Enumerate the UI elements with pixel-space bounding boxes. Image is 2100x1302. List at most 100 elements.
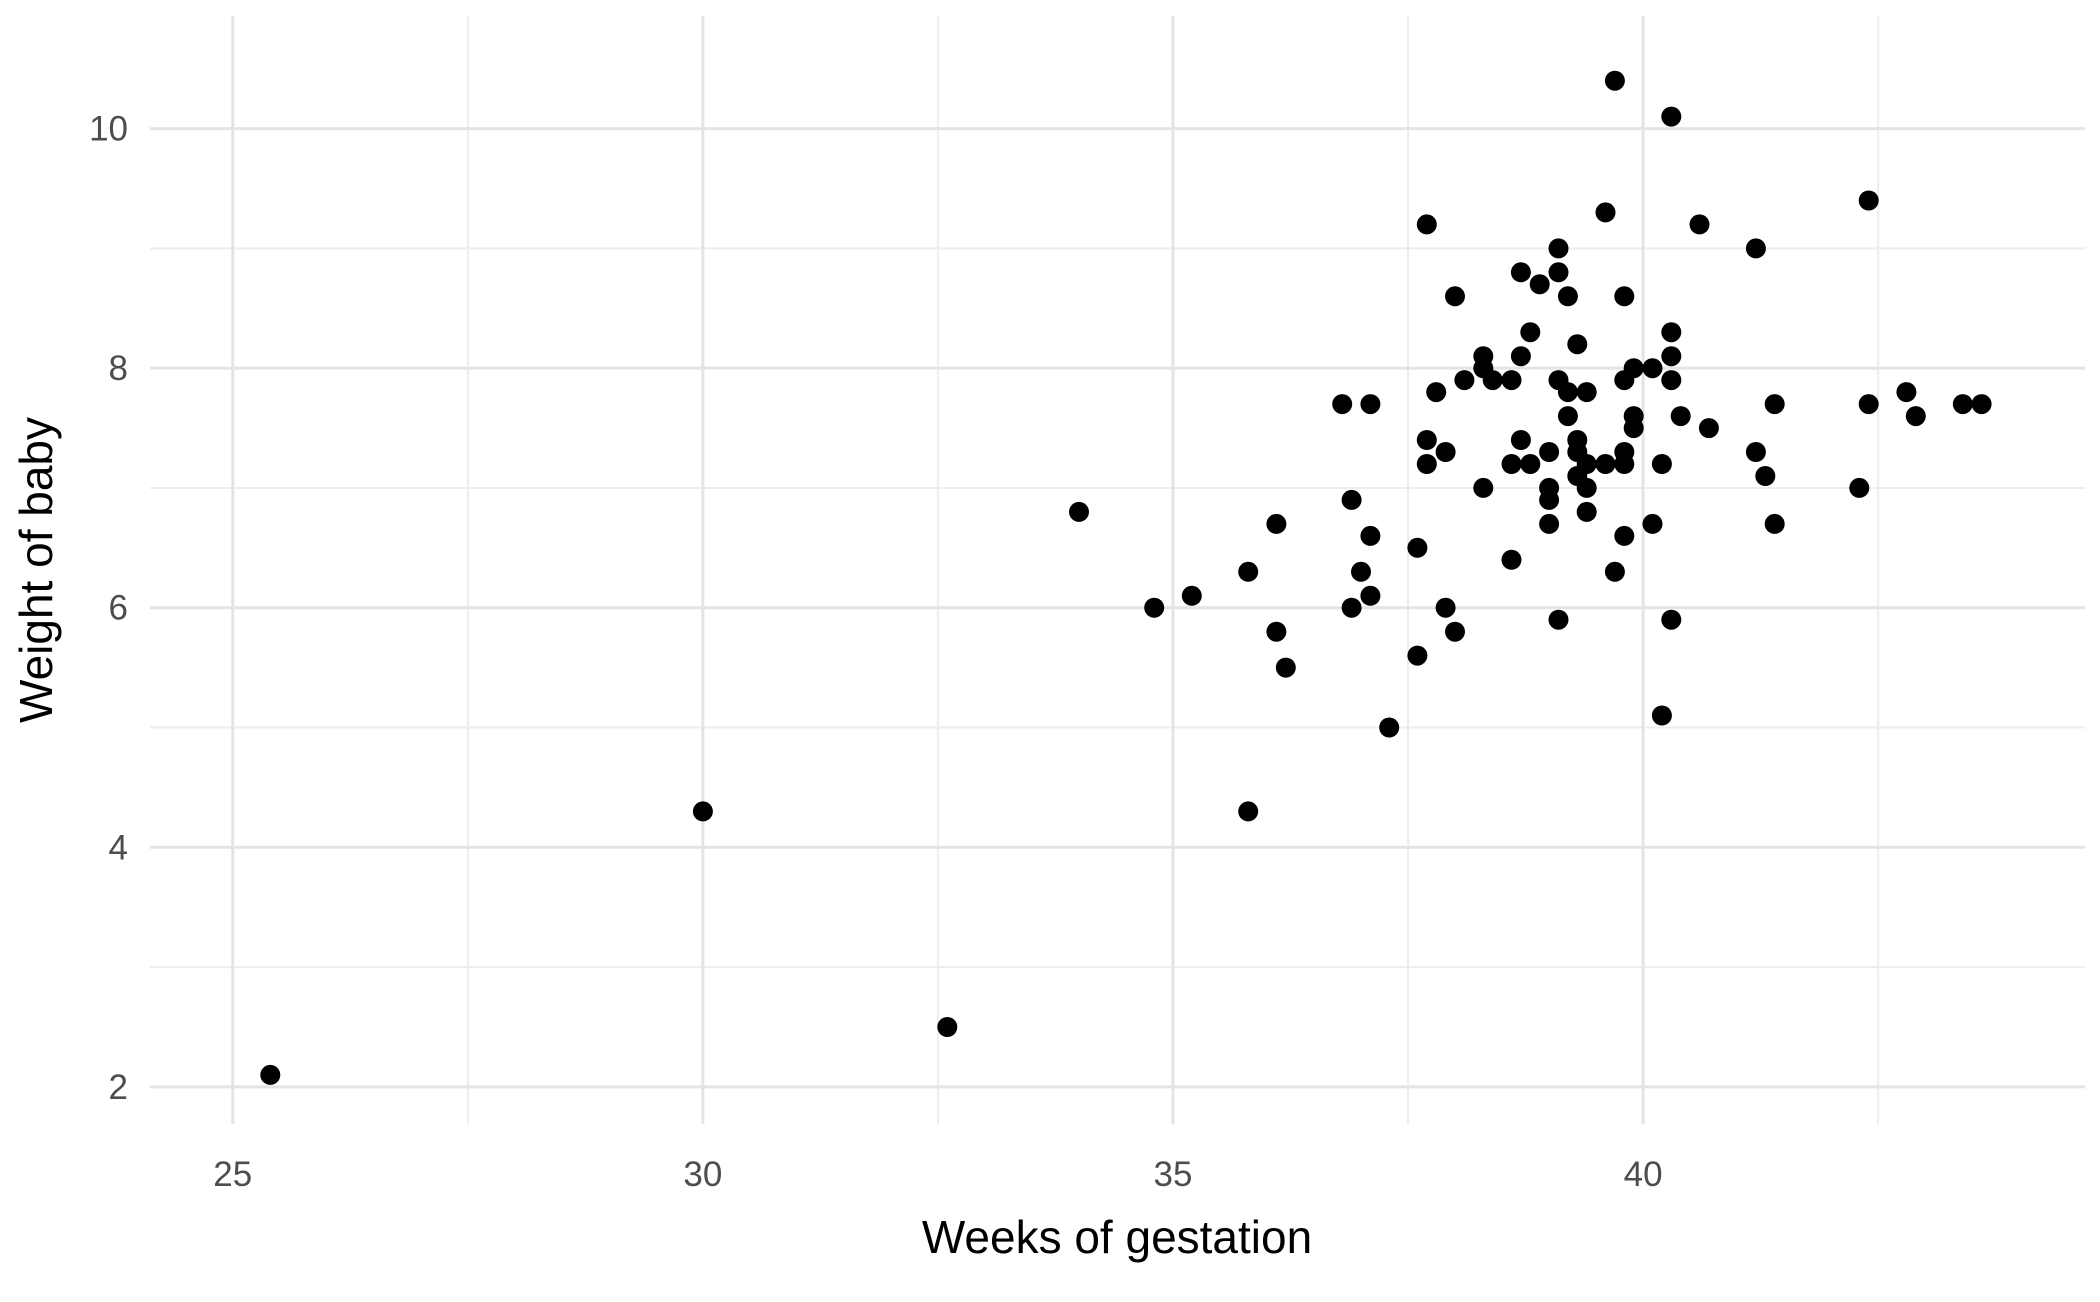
scatter-point xyxy=(1557,286,1578,307)
scatter-point xyxy=(1764,513,1785,534)
y-axis-title: Weight of baby xyxy=(10,417,62,723)
scatter-point xyxy=(1896,382,1917,403)
scatter-point xyxy=(1745,442,1766,462)
scatter-point xyxy=(1557,406,1578,427)
scatter-point xyxy=(1069,501,1089,522)
scatter-point xyxy=(1360,585,1381,606)
scatter-point xyxy=(1529,274,1550,295)
scatter-point xyxy=(1360,525,1381,546)
scatter-point xyxy=(1651,705,1672,726)
scatter-point xyxy=(1341,597,1362,618)
scatter-point xyxy=(1604,70,1625,91)
scatter-point xyxy=(1548,238,1569,259)
scatter-point xyxy=(1670,406,1691,427)
scatter-point xyxy=(1858,394,1879,415)
scatter-point xyxy=(1501,454,1522,474)
scatter-point xyxy=(1858,190,1879,211)
scatter-point xyxy=(1501,549,1522,570)
scatter-point xyxy=(1971,394,1992,415)
scatter-point xyxy=(1849,477,1870,498)
gridlines-minor xyxy=(150,16,2085,1124)
scatter-point xyxy=(1379,717,1400,738)
scatter-point xyxy=(1604,561,1625,582)
scatter-point xyxy=(1510,346,1531,367)
scatter-point xyxy=(1445,621,1465,642)
scatter-point xyxy=(1238,561,1259,582)
scatter-point xyxy=(1407,537,1428,558)
scatter-point xyxy=(1661,609,1682,630)
scatter-point xyxy=(1539,489,1560,510)
scatter-point xyxy=(1435,442,1456,462)
scatter-point xyxy=(1642,358,1663,379)
scatter-point xyxy=(1510,262,1531,283)
scatter-point xyxy=(1745,238,1766,259)
y-tick-label: 8 xyxy=(109,349,128,388)
scatter-point xyxy=(1238,801,1259,822)
scatter-point xyxy=(1905,406,1926,427)
scatter-point xyxy=(1614,525,1635,546)
scatter-point xyxy=(1661,322,1682,343)
scatter-point xyxy=(1520,322,1541,343)
scatter-point xyxy=(692,801,713,822)
scatter-point xyxy=(1548,262,1569,283)
scatter-point xyxy=(1144,597,1165,618)
scatter-point xyxy=(1416,214,1437,235)
scatter-points xyxy=(260,70,1992,1085)
scatter-point xyxy=(1520,454,1541,474)
scatter-point xyxy=(1445,286,1465,307)
scatter-point xyxy=(1454,370,1475,391)
scatter-point xyxy=(1576,382,1597,403)
y-tick-label: 6 xyxy=(109,589,128,628)
scatter-point xyxy=(1698,418,1719,439)
scatter-point xyxy=(1510,430,1531,450)
scatter-point xyxy=(1426,382,1447,403)
scatter-point xyxy=(1181,585,1202,606)
gridlines-major xyxy=(150,16,2085,1124)
scatter-point xyxy=(1548,609,1569,630)
scatter-point xyxy=(1952,394,1973,415)
y-axis-tick-labels: 2 4 6 8 10 xyxy=(89,110,128,1107)
scatter-point xyxy=(1614,454,1635,474)
scatter-point xyxy=(1266,621,1287,642)
scatter-point xyxy=(1275,657,1296,678)
scatter-point xyxy=(1576,501,1597,522)
scatter-point xyxy=(1473,477,1494,498)
scatter-point xyxy=(1755,466,1776,486)
scatter-point xyxy=(1576,477,1597,498)
scatter-point xyxy=(260,1064,281,1085)
scatter-point xyxy=(1689,214,1710,235)
scatter-point xyxy=(1332,394,1353,415)
x-tick-label: 40 xyxy=(1624,1155,1663,1194)
scatter-point xyxy=(1501,370,1522,391)
y-tick-label: 2 xyxy=(109,1068,128,1107)
scatter-point xyxy=(937,1017,958,1037)
scatter-point xyxy=(1539,513,1560,534)
scatter-point xyxy=(1651,454,1672,474)
scatter-point xyxy=(1642,513,1663,534)
scatter-point xyxy=(1416,430,1437,450)
scatter-point xyxy=(1539,442,1560,462)
x-axis-title: Weeks of gestation xyxy=(922,1211,1312,1263)
scatter-point xyxy=(1614,370,1635,391)
scatter-point xyxy=(1614,286,1635,307)
scatter-point xyxy=(1341,489,1362,510)
scatter-point xyxy=(1351,561,1371,582)
x-tick-label: 30 xyxy=(683,1155,722,1194)
scatter-point xyxy=(1595,202,1616,223)
scatter-point xyxy=(1661,370,1682,391)
scatter-point xyxy=(1557,382,1578,403)
scatter-point xyxy=(1567,334,1588,355)
scatter-point xyxy=(1623,418,1644,439)
scatter-point xyxy=(1266,513,1287,534)
scatter-point xyxy=(1764,394,1785,415)
scatter-point xyxy=(1661,106,1682,127)
x-tick-label: 35 xyxy=(1154,1155,1193,1194)
scatter-point xyxy=(1482,370,1503,391)
scatter-point xyxy=(1435,597,1456,618)
y-tick-label: 10 xyxy=(89,110,128,149)
scatter-point xyxy=(1416,454,1437,474)
scatter-point xyxy=(1360,394,1381,415)
scatter-point xyxy=(1661,346,1682,367)
